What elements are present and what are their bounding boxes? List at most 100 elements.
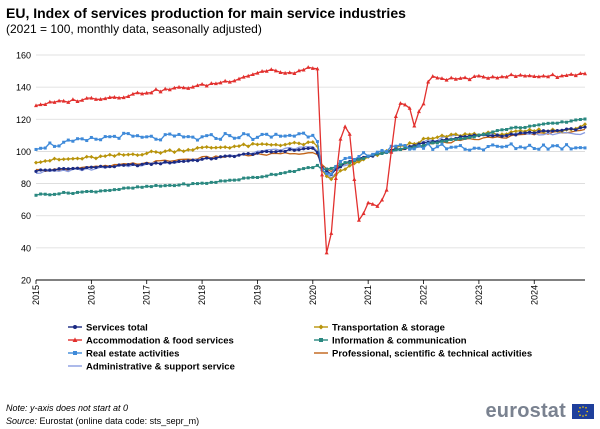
series-line [35, 66, 586, 254]
data-point [251, 152, 255, 156]
data-point [182, 182, 186, 186]
data-point [255, 70, 260, 75]
data-point [523, 125, 527, 129]
data-point [362, 151, 366, 155]
data-point [108, 164, 112, 169]
data-point [144, 151, 149, 156]
legend-label: Professional, scientific & technical act… [332, 349, 532, 360]
data-point [509, 126, 513, 130]
data-point [573, 73, 578, 78]
data-point [200, 145, 205, 150]
data-point [338, 168, 343, 173]
data-point [232, 144, 237, 149]
data-point [537, 129, 541, 134]
data-point [228, 178, 232, 182]
data-point [89, 189, 93, 193]
x-tick-label: 2024 [529, 285, 539, 305]
data-point [357, 157, 361, 161]
data-point [486, 145, 490, 149]
data-point [131, 162, 135, 167]
y-tick-label: 100 [16, 147, 31, 157]
data-point [555, 144, 559, 148]
data-point [463, 132, 468, 137]
data-point [232, 136, 236, 140]
data-point [306, 146, 310, 151]
data-point [398, 148, 402, 152]
data-point [279, 134, 283, 138]
data-point [324, 174, 329, 179]
data-point [38, 102, 43, 107]
data-point [121, 95, 126, 100]
data-point [71, 191, 75, 195]
data-point [315, 163, 319, 167]
data-point [200, 181, 204, 185]
data-point [219, 137, 223, 141]
data-point [481, 74, 486, 79]
data-point [537, 147, 541, 151]
data-point [495, 75, 500, 80]
data-point [140, 185, 144, 189]
data-point [541, 73, 546, 78]
data-point [237, 136, 241, 140]
data-point [306, 166, 310, 170]
data-point [246, 144, 251, 149]
data-point [200, 81, 205, 86]
data-point [380, 151, 384, 155]
data-point [168, 183, 172, 187]
data-point [546, 121, 550, 125]
data-point [153, 149, 158, 154]
data-point [421, 136, 426, 141]
data-point [513, 74, 518, 79]
data-point [490, 74, 495, 79]
data-point [541, 143, 545, 147]
data-point [435, 145, 439, 149]
data-point [426, 79, 431, 84]
data-point [269, 135, 273, 139]
data-point [265, 132, 269, 136]
data-point [154, 161, 158, 165]
data-point [297, 168, 301, 172]
data-point [292, 140, 297, 145]
data-point [236, 144, 241, 149]
data-point [98, 154, 103, 159]
legend-item: Administrative & support service [68, 362, 235, 373]
data-point [52, 168, 57, 172]
data-point [98, 97, 103, 101]
data-point [513, 129, 518, 134]
data-point [292, 71, 297, 75]
data-point [85, 139, 89, 143]
data-point [269, 67, 274, 72]
data-point [578, 146, 582, 150]
data-point [288, 169, 292, 173]
data-point [439, 76, 444, 81]
data-point [301, 67, 306, 72]
data-point [528, 143, 532, 147]
data-point [89, 154, 94, 159]
data-point [389, 149, 394, 154]
data-point [431, 141, 435, 145]
data-point [39, 146, 43, 150]
data-point [329, 172, 333, 176]
data-point [122, 186, 126, 190]
data-point [163, 149, 168, 154]
data-point [223, 132, 227, 136]
data-point [260, 69, 265, 73]
data-point [504, 134, 509, 138]
data-point [500, 145, 504, 149]
data-point [172, 150, 177, 155]
data-point [264, 68, 269, 73]
data-point [140, 162, 144, 166]
data-point [227, 79, 232, 84]
data-point [532, 147, 536, 151]
data-point [80, 167, 84, 171]
data-point [159, 138, 163, 142]
data-point [177, 132, 181, 136]
data-point [278, 70, 283, 74]
data-point [70, 97, 75, 102]
data-point [181, 85, 186, 90]
data-point [80, 156, 85, 161]
y-tick-label: 140 [16, 83, 31, 93]
source-label: Source: [6, 416, 38, 426]
data-point [583, 71, 587, 76]
data-point [260, 175, 264, 179]
